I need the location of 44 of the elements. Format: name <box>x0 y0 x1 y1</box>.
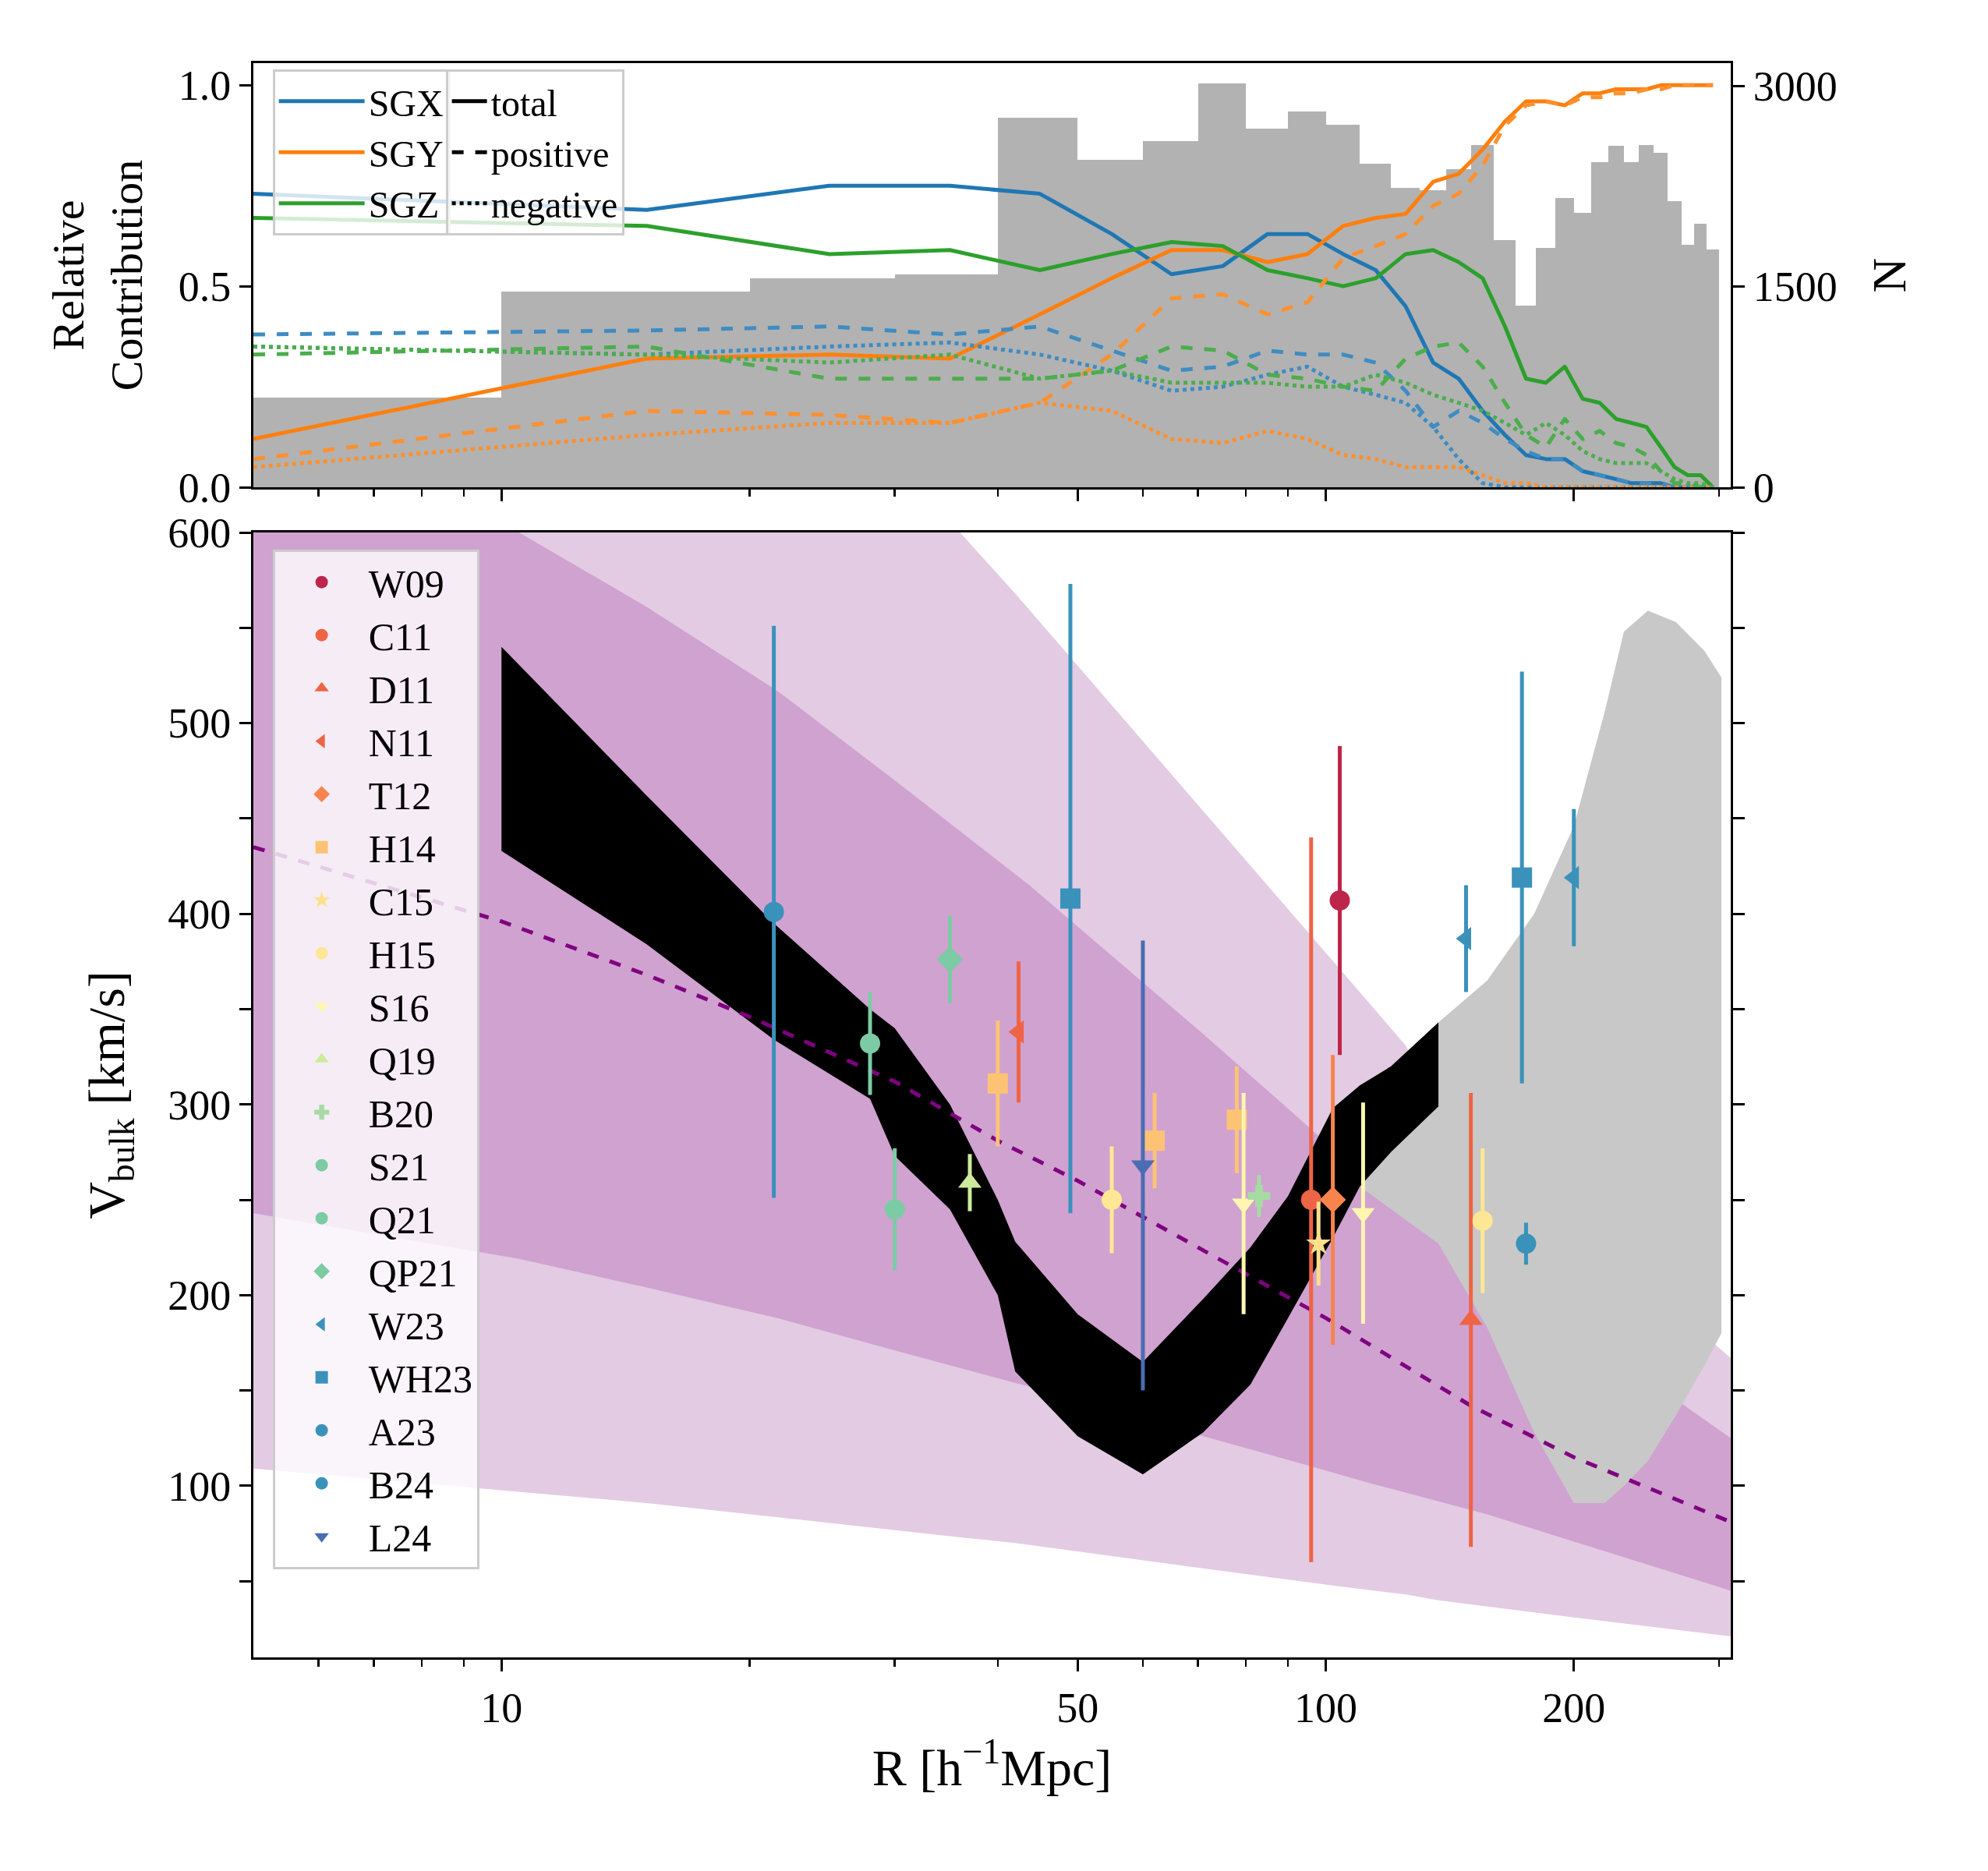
x-tick-label: 50 <box>1056 1684 1099 1731</box>
y2-tick-label: 1500 <box>1753 263 1838 311</box>
legend-label: A23 <box>368 1410 436 1455</box>
legend-label: S21 <box>368 1145 430 1190</box>
legend-label: N11 <box>368 721 434 766</box>
legend-label: SGZ <box>368 184 440 226</box>
y2-tick-label: 0 <box>1753 464 1774 511</box>
legend-label: Q21 <box>368 1198 436 1243</box>
y-tick-label: 100 <box>168 1462 232 1510</box>
x-tick-label: 200 <box>1542 1684 1606 1731</box>
legend-label: WH23 <box>368 1357 472 1402</box>
y-tick-label: 300 <box>168 1081 232 1129</box>
legend-label: L24 <box>368 1516 432 1561</box>
legend-label: H14 <box>368 827 436 872</box>
legend-label: QP21 <box>368 1251 458 1296</box>
legend-label: total <box>490 82 557 124</box>
y-tick-label: 500 <box>168 700 232 748</box>
y-tick-label: 600 <box>168 509 232 557</box>
x-tick-label: 10 <box>480 1684 523 1731</box>
y-axis-title: Relative Contribution <box>42 159 152 391</box>
legend-label: D11 <box>368 668 434 713</box>
x-axis-title: R [h$^{−1}$Mpc] <box>872 1731 1113 1796</box>
legend-label: B20 <box>368 1092 433 1137</box>
legend-label: positive <box>490 133 610 175</box>
x-tick-label: 100 <box>1294 1684 1358 1731</box>
y-tick-label: 0.5 <box>178 263 232 311</box>
legend-label: T12 <box>368 774 432 819</box>
legend-label: W09 <box>368 562 444 607</box>
y-tick-label: 1.0 <box>178 62 232 110</box>
legend-label: B24 <box>368 1463 433 1508</box>
legend-label: S16 <box>368 986 430 1031</box>
y-tick-label: 400 <box>168 891 232 939</box>
y2-axis-title: N <box>1862 257 1915 293</box>
legend-label: Q19 <box>368 1039 436 1084</box>
legend-label: C15 <box>368 880 433 925</box>
legend-label: C11 <box>368 615 433 660</box>
legend-label: H15 <box>368 933 436 978</box>
legend-label: negative <box>490 184 618 226</box>
legend-label: SGY <box>368 133 444 175</box>
y-tick-label: 0.0 <box>178 464 232 511</box>
legend-label: W23 <box>368 1304 444 1349</box>
legend-label: SGX <box>368 82 444 124</box>
y2-tick-label: 3000 <box>1753 63 1838 111</box>
y-tick-label: 200 <box>168 1272 232 1320</box>
